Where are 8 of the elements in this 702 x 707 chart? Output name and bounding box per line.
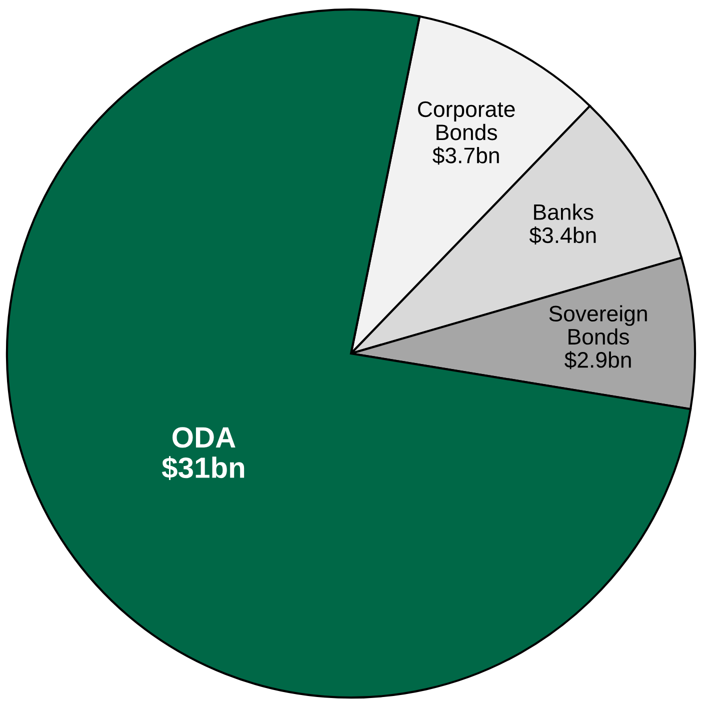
data-label: $31bn — [162, 456, 244, 480]
slice-label: Corporate Bonds — [418, 101, 515, 140]
slice-label: Sovereign Bonds — [549, 305, 647, 345]
data-label: $3.7bn — [432, 146, 499, 165]
slice-label: ODA — [172, 427, 236, 448]
data-label: $2.9bn — [564, 351, 631, 370]
data-label: $3.4bn — [529, 226, 596, 244]
slice-label: Banks — [534, 204, 594, 220]
